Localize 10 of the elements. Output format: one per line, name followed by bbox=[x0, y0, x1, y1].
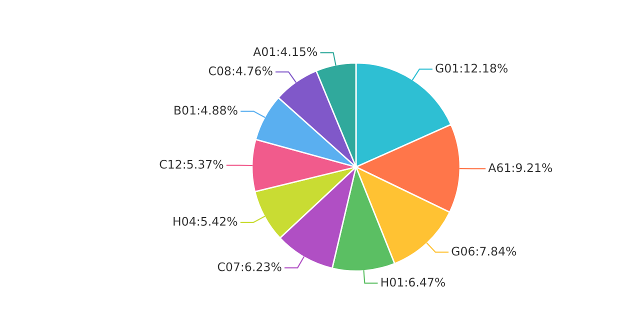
slice-label: A01:4.15% bbox=[253, 47, 318, 56]
slice-label: G06:7.84% bbox=[452, 246, 516, 256]
slice-label: C07:6.23% bbox=[218, 262, 282, 272]
slice-label: H01:6.47% bbox=[381, 278, 446, 287]
slice-label: C12:5.37% bbox=[160, 160, 224, 169]
slice-label: A61:9.21% bbox=[488, 163, 552, 172]
slice-label: B01:4.88% bbox=[174, 106, 238, 115]
slice-label: H04:5.42% bbox=[174, 216, 238, 226]
slice-label: G01:12.18% bbox=[436, 64, 508, 73]
slice-label: C08:4.76% bbox=[208, 66, 272, 76]
